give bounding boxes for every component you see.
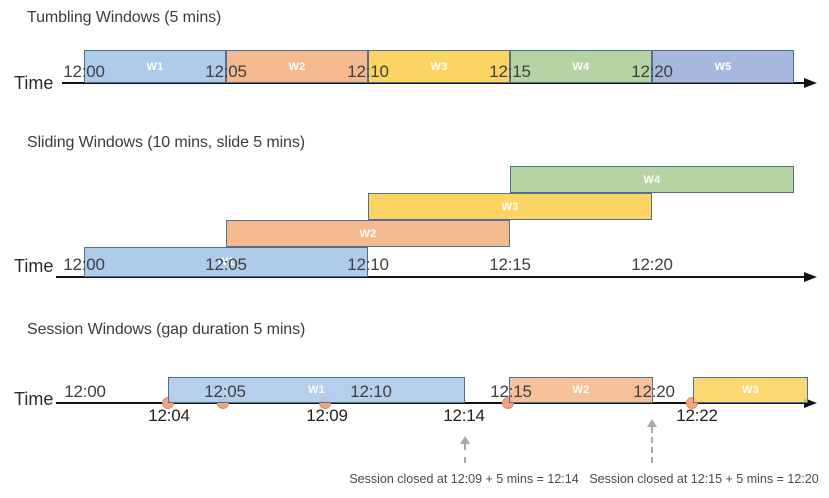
window-box-w1: W1	[84, 50, 226, 83]
window-label: W2	[359, 227, 377, 240]
window-label: W1	[217, 256, 235, 268]
tick-label: 12:20	[631, 255, 673, 274]
event-time-label: 12:04	[148, 406, 190, 425]
tumbling-time-axis	[62, 82, 806, 84]
tick-label: 12:00	[63, 255, 105, 274]
session-time-label: Time	[14, 389, 54, 409]
tick-label: 12:20	[631, 62, 673, 81]
window-label: W1	[146, 60, 164, 73]
closure-annotation: Session closed at 12:09 + 5 mins = 12:14	[349, 472, 579, 486]
tick-label: 12:20	[633, 382, 675, 401]
event-time-label: 12:14	[443, 406, 485, 425]
window-box-w2: W2	[226, 220, 510, 247]
tick-label: 12:05	[204, 382, 246, 401]
closure-arrow-head-icon	[647, 419, 657, 427]
window-box-w3: W3	[368, 193, 652, 220]
window-label: W4	[572, 60, 590, 73]
window-box-w1: W1	[84, 247, 368, 277]
window-label: W5	[714, 60, 732, 73]
tick-label: 12:05	[205, 255, 247, 274]
closure-arrow-line	[464, 444, 466, 463]
window-box-w3: W3	[368, 50, 510, 83]
window-label: W3	[430, 60, 448, 73]
window-label: W3	[501, 200, 519, 213]
sliding-time-axis	[56, 276, 806, 278]
window-box-w2: W2	[226, 50, 368, 83]
sliding-axis-arrowhead-icon	[804, 272, 817, 282]
sliding-title: Sliding Windows (10 mins, slide 5 mins)	[27, 134, 305, 151]
tick-label: 12:05	[205, 62, 247, 81]
window-box-w4: W4	[510, 166, 794, 193]
closure-arrow-head-icon	[460, 436, 470, 444]
tick-label: 12:00	[64, 382, 106, 401]
tumbling-axis-arrowhead-icon	[804, 78, 817, 88]
sliding-time-label: Time	[14, 256, 54, 276]
event-time-label: 12:09	[306, 406, 348, 425]
tick-label: 12:15	[489, 255, 531, 274]
closure-annotation: Session closed at 12:15 + 5 mins = 12:20	[589, 472, 819, 486]
window-label: W1	[307, 384, 326, 396]
closure-arrow-line	[651, 427, 653, 463]
session-title: Session Windows (gap duration 5 mins)	[27, 321, 306, 338]
window-label: W2	[288, 60, 306, 73]
window-box-w3: W3	[693, 377, 808, 403]
tumbling-time-label: Time	[14, 73, 54, 93]
window-box-w4: W4	[510, 50, 652, 83]
session-time-axis	[56, 402, 806, 404]
tick-label: 12:15	[489, 62, 531, 81]
window-label: W4	[643, 173, 661, 186]
tick-label: 12:00	[63, 62, 105, 81]
session-axis-arrowhead-icon	[804, 398, 817, 408]
window-box-w5: W5	[652, 50, 794, 83]
tick-label: 12:15	[490, 382, 532, 401]
window-box-w1: W1	[168, 377, 465, 403]
window-label: W2	[572, 384, 590, 396]
tick-label: 12:10	[347, 255, 389, 274]
tick-label: 12:10	[347, 62, 389, 81]
tumbling-title: Tumbling Windows (5 mins)	[27, 9, 222, 26]
window-box-w2: W2	[509, 377, 653, 403]
event-time-label: 12:22	[676, 406, 718, 425]
tick-label: 12:10	[350, 382, 392, 401]
window-label: W3	[741, 384, 760, 396]
